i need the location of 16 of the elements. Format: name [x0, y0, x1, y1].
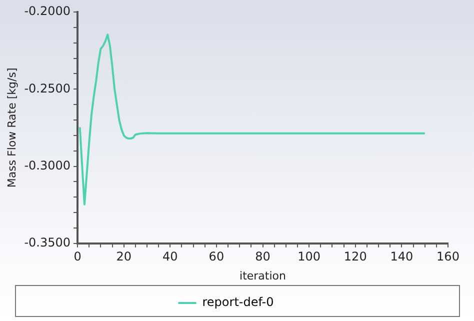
- y-tick-label: -0.3500: [24, 236, 71, 250]
- y-tick-label: -0.3000: [24, 158, 71, 172]
- x-tick-label: 40: [162, 250, 178, 264]
- x-tick-label: 140: [390, 250, 414, 264]
- legend-label: report-def-0: [202, 295, 274, 310]
- y-tick-label: -0.2000: [24, 4, 71, 18]
- x-tick-label: 80: [255, 250, 270, 264]
- x-axis-title: iteration: [240, 269, 286, 282]
- x-tick-label: 20: [116, 250, 132, 264]
- x-tick-label: 0: [74, 250, 82, 264]
- x-tick-label: 60: [208, 250, 224, 264]
- y-tick-label: -0.2500: [24, 81, 71, 96]
- x-tick-label: 160: [436, 250, 460, 264]
- x-tick-label: 100: [298, 250, 321, 264]
- y-axis-title: Mass Flow Rate [kg/s]: [5, 68, 18, 188]
- x-tick-label: 120: [344, 250, 367, 264]
